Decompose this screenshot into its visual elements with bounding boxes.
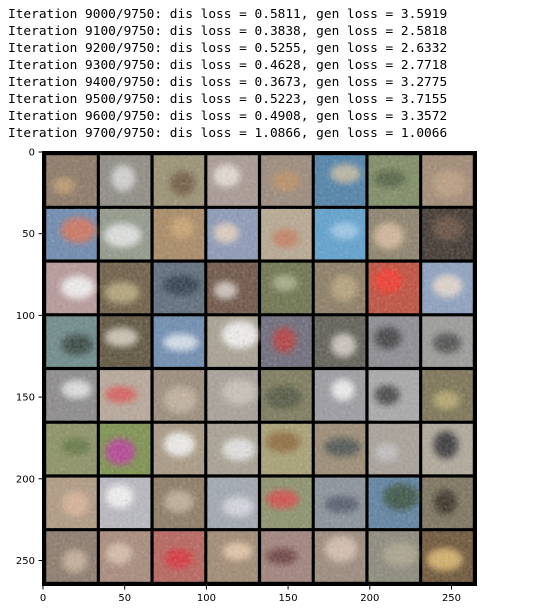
sample-tile: [314, 208, 366, 260]
sample-tile: [207, 316, 259, 367]
x-tick-label: 200: [360, 593, 379, 604]
sample-tile: [153, 370, 205, 421]
y-tick-label: 200: [16, 474, 35, 485]
sample-tile: [207, 531, 258, 582]
sample-tile: [99, 531, 151, 582]
sample-tile: [422, 531, 473, 582]
sample-tile: [207, 155, 258, 206]
log-line: Iteration 9400/9750: dis loss = 0.3673, …: [8, 75, 448, 90]
sample-tile: [368, 531, 420, 582]
sample-tile: [153, 208, 205, 260]
sample-tile: [261, 155, 312, 206]
sample-tile: [46, 477, 97, 529]
sample-tile: [314, 370, 366, 421]
sample-tile: [99, 155, 151, 206]
sample-tile: [207, 208, 258, 260]
sample-tile: [314, 477, 366, 529]
sample-tile: [422, 423, 473, 475]
y-tick-label: 0: [29, 148, 35, 159]
log-line: Iteration 9500/9750: dis loss = 0.5223, …: [8, 92, 448, 107]
sample-tile: [422, 208, 473, 260]
sample-tile: [368, 370, 420, 421]
sample-tile: [422, 370, 473, 421]
sample-tile: [261, 423, 312, 475]
log-line: Iteration 9000/9750: dis loss = 0.5811, …: [8, 7, 448, 22]
sample-tile: [314, 531, 366, 582]
cell-output-log: Iteration 9000/9750: dis loss = 0.5811, …: [8, 6, 447, 142]
y-tick-label: 250: [16, 556, 35, 567]
sample-tile: [46, 423, 97, 475]
sample-tile: [368, 155, 420, 206]
y-tick-label: 150: [16, 393, 35, 404]
log-line: Iteration 9600/9750: dis loss = 0.4908, …: [8, 109, 448, 124]
sample-tile: [314, 316, 366, 367]
sample-tile: [261, 316, 312, 367]
x-tick-label: 0: [40, 593, 46, 604]
sample-tile: [368, 262, 420, 314]
sample-tile: [261, 531, 312, 582]
sample-tile: [261, 370, 312, 421]
x-axis: 0 50 100 150 200 250: [40, 585, 461, 604]
sample-tile: [153, 477, 205, 529]
sample-tile: [368, 477, 420, 529]
x-tick-label: 150: [279, 593, 298, 604]
sample-tile: [422, 262, 473, 314]
axes-frame: [42, 151, 477, 586]
log-line: Iteration 9300/9750: dis loss = 0.4628, …: [8, 58, 448, 73]
sample-tile: [207, 423, 258, 475]
sample-tile: [153, 316, 205, 367]
sample-tile: [261, 208, 312, 260]
y-tick-label: 100: [16, 311, 35, 322]
sample-tile: [99, 262, 151, 314]
y-tick-label: 50: [22, 229, 35, 240]
sample-tile: [153, 531, 205, 582]
y-axis: 0 50 100 150 200 250: [16, 148, 43, 567]
sample-tile: [46, 316, 97, 367]
sample-tile: [368, 423, 420, 475]
sample-tile: [46, 531, 97, 582]
sample-tile: [422, 316, 473, 367]
sample-tile: [207, 262, 258, 314]
sample-tile: [153, 262, 205, 314]
sample-tile: [99, 316, 151, 367]
sample-tile: [314, 155, 366, 206]
sample-tile: [153, 423, 205, 475]
log-line: Iteration 9200/9750: dis loss = 0.5255, …: [8, 41, 448, 56]
log-line: Iteration 9700/9750: dis loss = 1.0866, …: [8, 126, 448, 141]
sample-tile: [153, 155, 205, 206]
sample-tile: [314, 423, 366, 475]
sample-tile: [422, 155, 473, 206]
sample-tile: [207, 477, 258, 529]
sample-tile: [314, 262, 366, 314]
x-tick-label: 100: [197, 593, 216, 604]
sample-tile: [368, 316, 420, 367]
sample-tile: [99, 423, 151, 475]
log-line: Iteration 9100/9750: dis loss = 0.3838, …: [8, 24, 448, 39]
sample-tile: [207, 370, 258, 421]
sample-tile: [422, 477, 473, 529]
sample-tile: [261, 477, 312, 529]
x-tick-label: 50: [118, 593, 131, 604]
sample-tile: [368, 208, 420, 260]
sample-tile: [261, 262, 312, 314]
sample-tile: [46, 208, 97, 260]
x-tick-label: 250: [442, 593, 461, 604]
sample-image-grid: [43, 152, 476, 585]
sample-tile: [46, 155, 97, 206]
sample-tile: [99, 208, 151, 260]
sample-tile: [46, 370, 97, 421]
sample-tile: [99, 370, 151, 421]
sample-tile: [99, 477, 151, 529]
sample-tile: [46, 262, 97, 314]
